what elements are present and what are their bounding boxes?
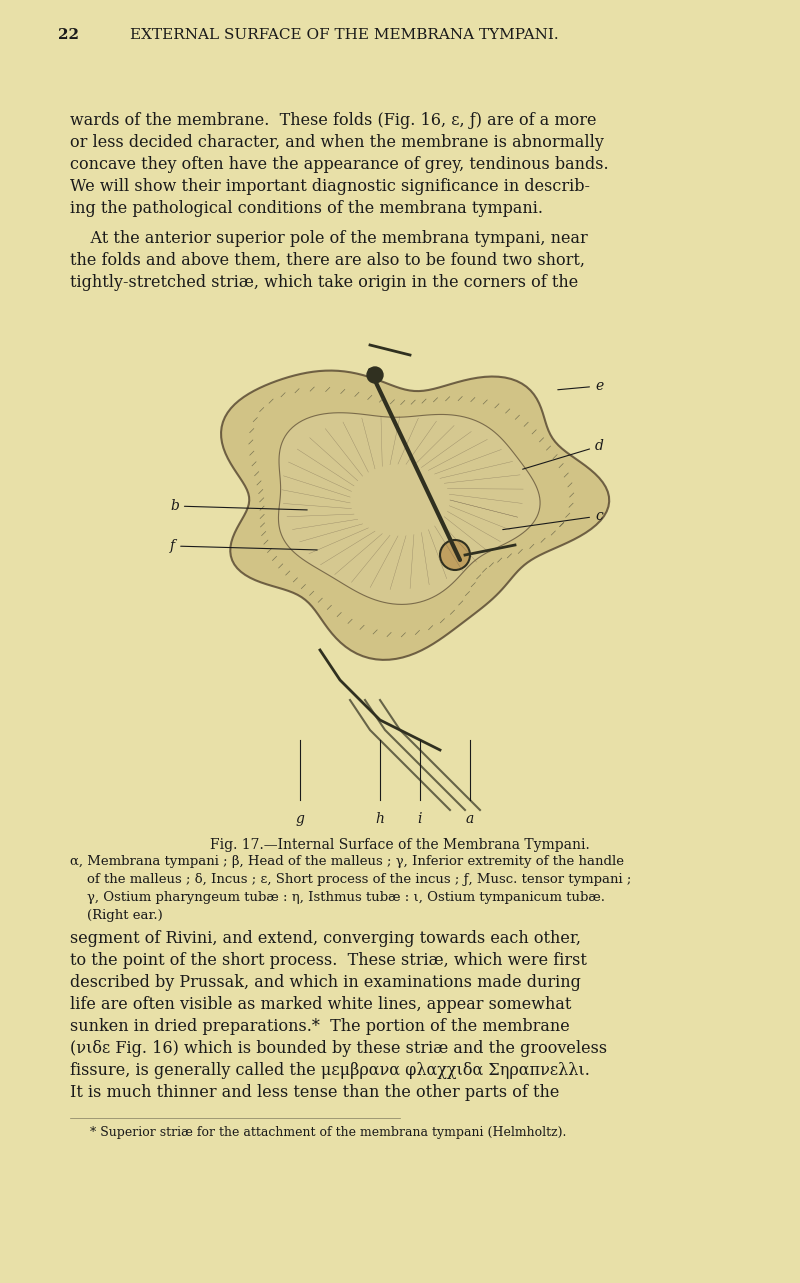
Text: tightly-stretched striæ, which take origin in the corners of the: tightly-stretched striæ, which take orig… <box>70 275 578 291</box>
Text: g: g <box>295 812 305 826</box>
Text: fissure, is generally called the μεμβρανα φλαχχιδα Σηραπνελλι.: fissure, is generally called the μεμβραν… <box>70 1062 590 1079</box>
Bar <box>120 300 700 820</box>
Text: Fig. 17.—Internal Surface of the Membrana Tympani.: Fig. 17.—Internal Surface of the Membran… <box>210 838 590 852</box>
Text: f: f <box>170 539 318 553</box>
Text: of the malleus ; δ, Incus ; ε, Short process of the incus ; ƒ, Musc. tensor tymp: of the malleus ; δ, Incus ; ε, Short pro… <box>70 872 631 887</box>
Text: b: b <box>170 499 307 513</box>
Circle shape <box>440 540 470 570</box>
Text: c: c <box>502 509 602 530</box>
Text: * Superior striæ for the attachment of the membrana tympani (Helmholtz).: * Superior striæ for the attachment of t… <box>90 1126 566 1139</box>
Text: sunken in dried preparations.*  The portion of the membrane: sunken in dried preparations.* The porti… <box>70 1017 570 1035</box>
Text: i: i <box>418 812 422 826</box>
Polygon shape <box>221 371 610 659</box>
Text: At the anterior superior pole of the membrana tympani, near: At the anterior superior pole of the mem… <box>70 230 588 248</box>
Text: to the point of the short process.  These striæ, which were first: to the point of the short process. These… <box>70 952 587 969</box>
Polygon shape <box>278 413 540 604</box>
Text: We will show their important diagnostic significance in describ-: We will show their important diagnostic … <box>70 178 590 195</box>
Text: the folds and above them, there are also to be found two short,: the folds and above them, there are also… <box>70 251 585 269</box>
Text: life are often visible as marked white lines, appear somewhat: life are often visible as marked white l… <box>70 996 571 1014</box>
Text: described by Prussak, and which in examinations made during: described by Prussak, and which in exami… <box>70 974 581 990</box>
Text: (νιδε Fig. 16) which is bounded by these striæ and the grooveless: (νιδε Fig. 16) which is bounded by these… <box>70 1041 607 1057</box>
Text: concave they often have the appearance of grey, tendinous bands.: concave they often have the appearance o… <box>70 157 609 173</box>
Text: EXTERNAL SURFACE OF THE MEMBRANA TYMPANI.: EXTERNAL SURFACE OF THE MEMBRANA TYMPANI… <box>130 28 558 42</box>
Text: (Right ear.): (Right ear.) <box>70 908 162 922</box>
Text: or less decided character, and when the membrane is abnormally: or less decided character, and when the … <box>70 133 604 151</box>
Text: γ, Ostium pharyngeum tubæ : η, Isthmus tubæ : ι, Ostium tympanicum tubæ.: γ, Ostium pharyngeum tubæ : η, Isthmus t… <box>70 890 605 905</box>
Text: ing the pathological conditions of the membrana tympani.: ing the pathological conditions of the m… <box>70 200 543 217</box>
Text: wards of the membrane.  These folds (Fig. 16, ε, ƒ) are of a more: wards of the membrane. These folds (Fig.… <box>70 112 597 130</box>
Text: e: e <box>558 378 603 393</box>
Text: d: d <box>522 439 604 470</box>
Text: α, Membrana tympani ; β, Head of the malleus ; γ, Inferior extremity of the hand: α, Membrana tympani ; β, Head of the mal… <box>70 854 624 869</box>
Text: a: a <box>466 812 474 826</box>
Text: segment of Rivini, and extend, converging towards each other,: segment of Rivini, and extend, convergin… <box>70 930 581 947</box>
Circle shape <box>367 367 383 384</box>
Text: 22: 22 <box>58 28 79 42</box>
Text: h: h <box>375 812 385 826</box>
Text: It is much thinner and less tense than the other parts of the: It is much thinner and less tense than t… <box>70 1084 559 1101</box>
